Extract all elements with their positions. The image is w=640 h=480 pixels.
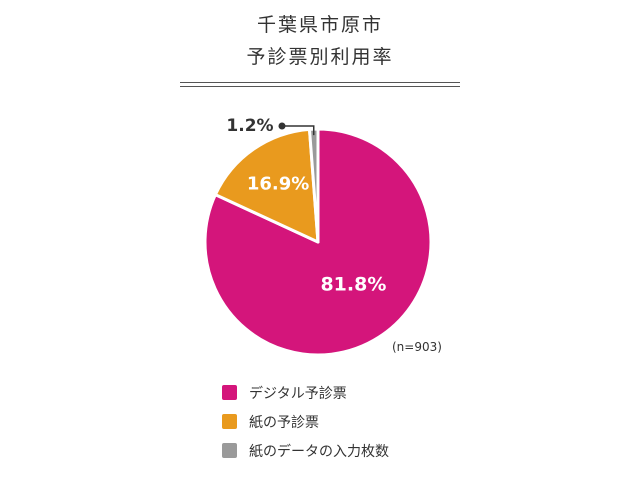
legend-swatch-paper	[222, 414, 237, 429]
legend-item-digital: デジタル予診票	[222, 384, 389, 402]
data-label-paper-data-entry: 1.2%	[226, 116, 273, 136]
pie-slices	[203, 127, 433, 357]
chart-title-line2: 予診票別利用率	[246, 46, 394, 68]
callout-dot-paper-data-entry	[278, 122, 286, 130]
sample-size-label: (n=903)	[392, 340, 442, 354]
slice-paper	[213, 127, 320, 244]
data-label-paper: 16.9%	[247, 173, 309, 194]
callout-line-paper-data-entry	[282, 125, 315, 136]
legend-item-paper: 紙の予診票	[222, 413, 389, 431]
legend-swatch-paper-data-entry	[222, 443, 237, 458]
legend-label-paper-data-entry: 紙のデータの入力枚数	[249, 443, 389, 460]
legend-label-paper: 紙の予診票	[249, 414, 319, 431]
legend-swatch-digital	[222, 385, 237, 400]
data-label-digital: 81.8%	[320, 273, 386, 295]
legend-label-digital: デジタル予診票	[249, 385, 347, 402]
pie-callouts	[278, 122, 315, 136]
pie-labels: 81.8% 16.9% 1.2%	[226, 116, 386, 295]
title-divider-bottom	[180, 86, 460, 87]
title-divider-top	[180, 82, 460, 83]
chart-title-line1: 千葉県市原市	[256, 14, 383, 36]
legend: デジタル予診票 紙の予診票 紙のデータの入力枚数	[222, 384, 389, 471]
legend-item-paper-data-entry: 紙のデータの入力枚数	[222, 442, 389, 460]
